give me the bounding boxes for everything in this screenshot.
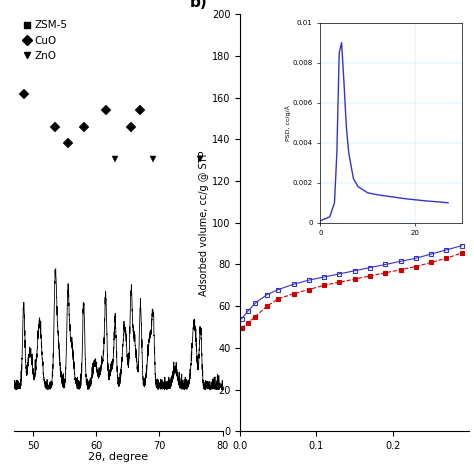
X-axis label: 2θ, degree: 2θ, degree — [88, 453, 148, 463]
Y-axis label: Adsorbed volume, cc/g @ STP: Adsorbed volume, cc/g @ STP — [199, 150, 209, 295]
Text: b): b) — [190, 0, 208, 10]
Legend: ZSM-5, CuO, ZnO: ZSM-5, CuO, ZnO — [24, 19, 68, 62]
